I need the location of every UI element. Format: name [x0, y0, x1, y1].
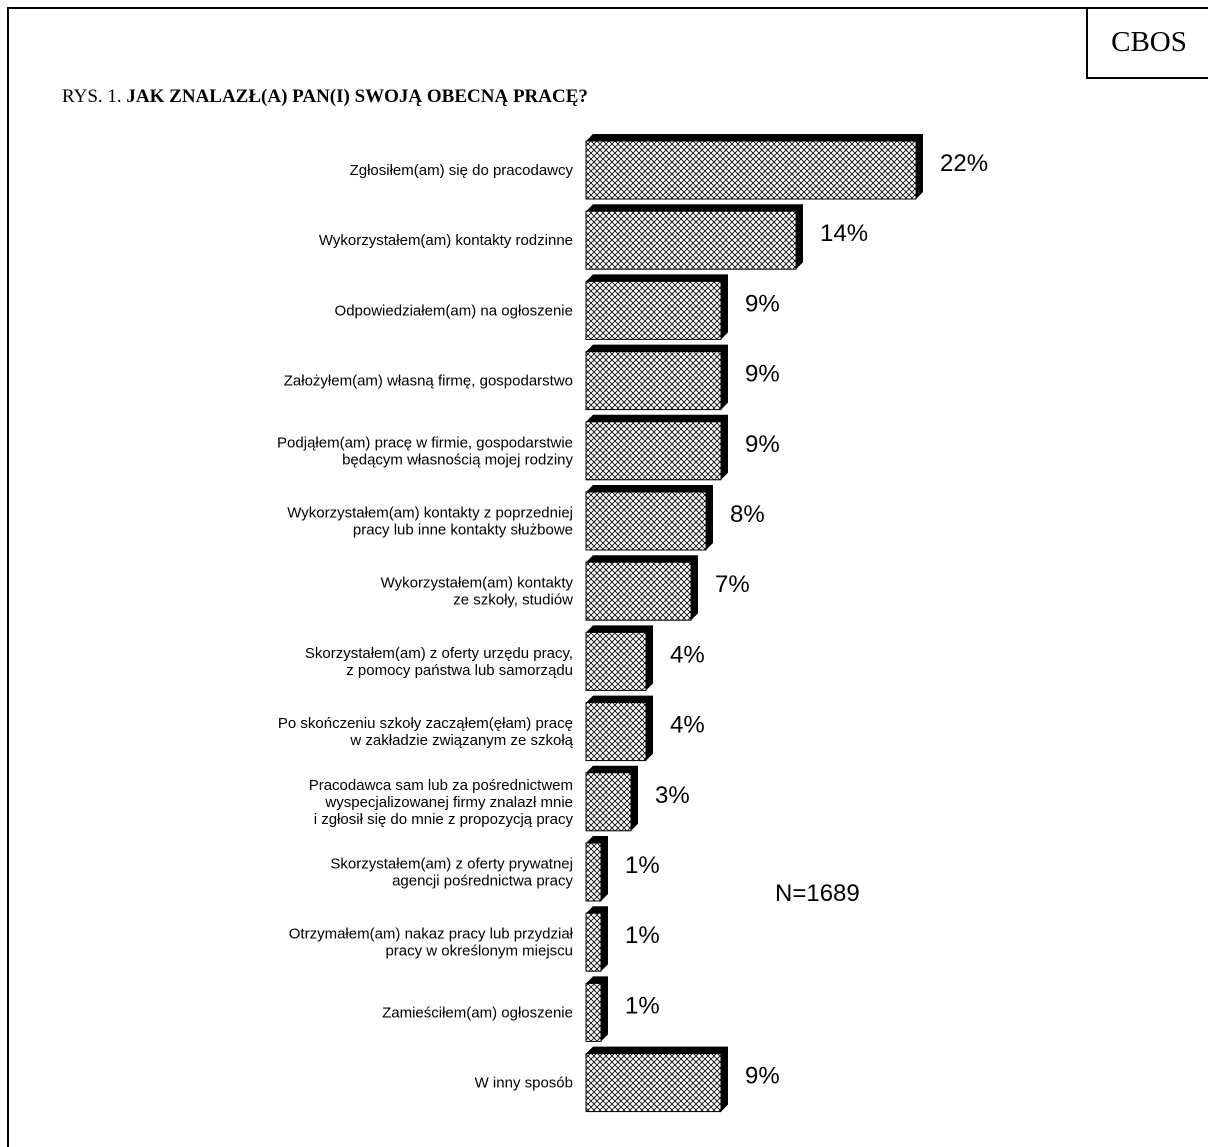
value-label: 3% — [655, 782, 690, 809]
bar — [585, 842, 602, 902]
category-label: Zamieściłem(am) ogłoszenie — [382, 1004, 573, 1021]
bar-shadow — [586, 836, 608, 901]
bar — [585, 210, 797, 270]
category-label: Pracodawca sam lub za pośrednictwem wyspe… — [309, 777, 574, 828]
value-label: 1% — [625, 922, 660, 949]
sample-size-annotation: N=1689 — [775, 880, 860, 907]
value-label: 4% — [670, 712, 705, 739]
category-label: Skorzystałem(am) z oferty urzędu pracy, z… — [305, 645, 573, 679]
bar — [585, 561, 692, 621]
bar — [585, 491, 707, 551]
value-label: 4% — [670, 641, 705, 668]
value-label: 9% — [745, 1063, 780, 1090]
figure-title-text: JAK ZNALAZŁ(A) PAN(I) SWOJĄ OBECNĄ PRACĘ… — [126, 86, 588, 107]
bar — [585, 421, 722, 481]
category-label: Zgłosiłem(am) się do pracodawcy — [350, 162, 574, 179]
value-label: 9% — [745, 431, 780, 458]
value-label: 8% — [730, 501, 765, 528]
value-label: 22% — [940, 150, 988, 177]
category-label: Podjąłem(am) pracę w firmie, gospodarstw… — [277, 434, 573, 468]
category-label: Skorzystałem(am) z oferty prywatnej agenc… — [330, 856, 573, 890]
bar — [585, 140, 917, 200]
bar — [585, 772, 632, 832]
bar — [585, 631, 647, 691]
figure-prefix: RYS. 1. — [62, 86, 122, 107]
value-label: 1% — [625, 992, 660, 1019]
bar-shadow — [586, 906, 608, 972]
category-label: Po skończeniu szkoły zacząłem(ęłam) prac… — [278, 715, 574, 749]
bar — [585, 702, 647, 762]
bars-group: 22% Zgłosiłem(am) się do pracodawcy 14% Wyk… — [277, 134, 988, 1113]
category-label: W inny sposób — [475, 1075, 573, 1092]
value-label: 14% — [820, 220, 868, 247]
bar — [585, 912, 602, 972]
category-label: Odpowiedziałem(am) na ogłoszenie — [335, 302, 573, 319]
figure-frame — [7, 7, 1208, 1147]
figure-title: RYS. 1. JAK ZNALAZŁ(A) PAN(I) SWOJĄ OBEC… — [62, 86, 588, 108]
bar-shadow — [586, 976, 608, 1042]
category-label: Założyłem(am) własną firmę, gospodarstwo — [284, 373, 573, 390]
category-label: Wykorzystałem(am) kontakty z poprzedniej… — [287, 505, 573, 539]
value-label: 7% — [715, 571, 750, 598]
category-label: Otrzymałem(am) nakaz pracy lub przydział… — [289, 926, 574, 960]
bar — [585, 982, 602, 1042]
value-label: 9% — [745, 290, 780, 317]
bar — [585, 1053, 722, 1113]
value-label: 9% — [745, 361, 780, 388]
category-label: Wykorzystałem(am) kontakty rodzinne — [319, 232, 573, 249]
value-label: 1% — [625, 852, 660, 879]
bar — [585, 351, 722, 411]
bar — [585, 280, 722, 340]
category-label: Wykorzystałem(am) kontakty ze szkoły, stu… — [381, 575, 574, 609]
cbos-logo: CBOS — [1086, 7, 1208, 79]
